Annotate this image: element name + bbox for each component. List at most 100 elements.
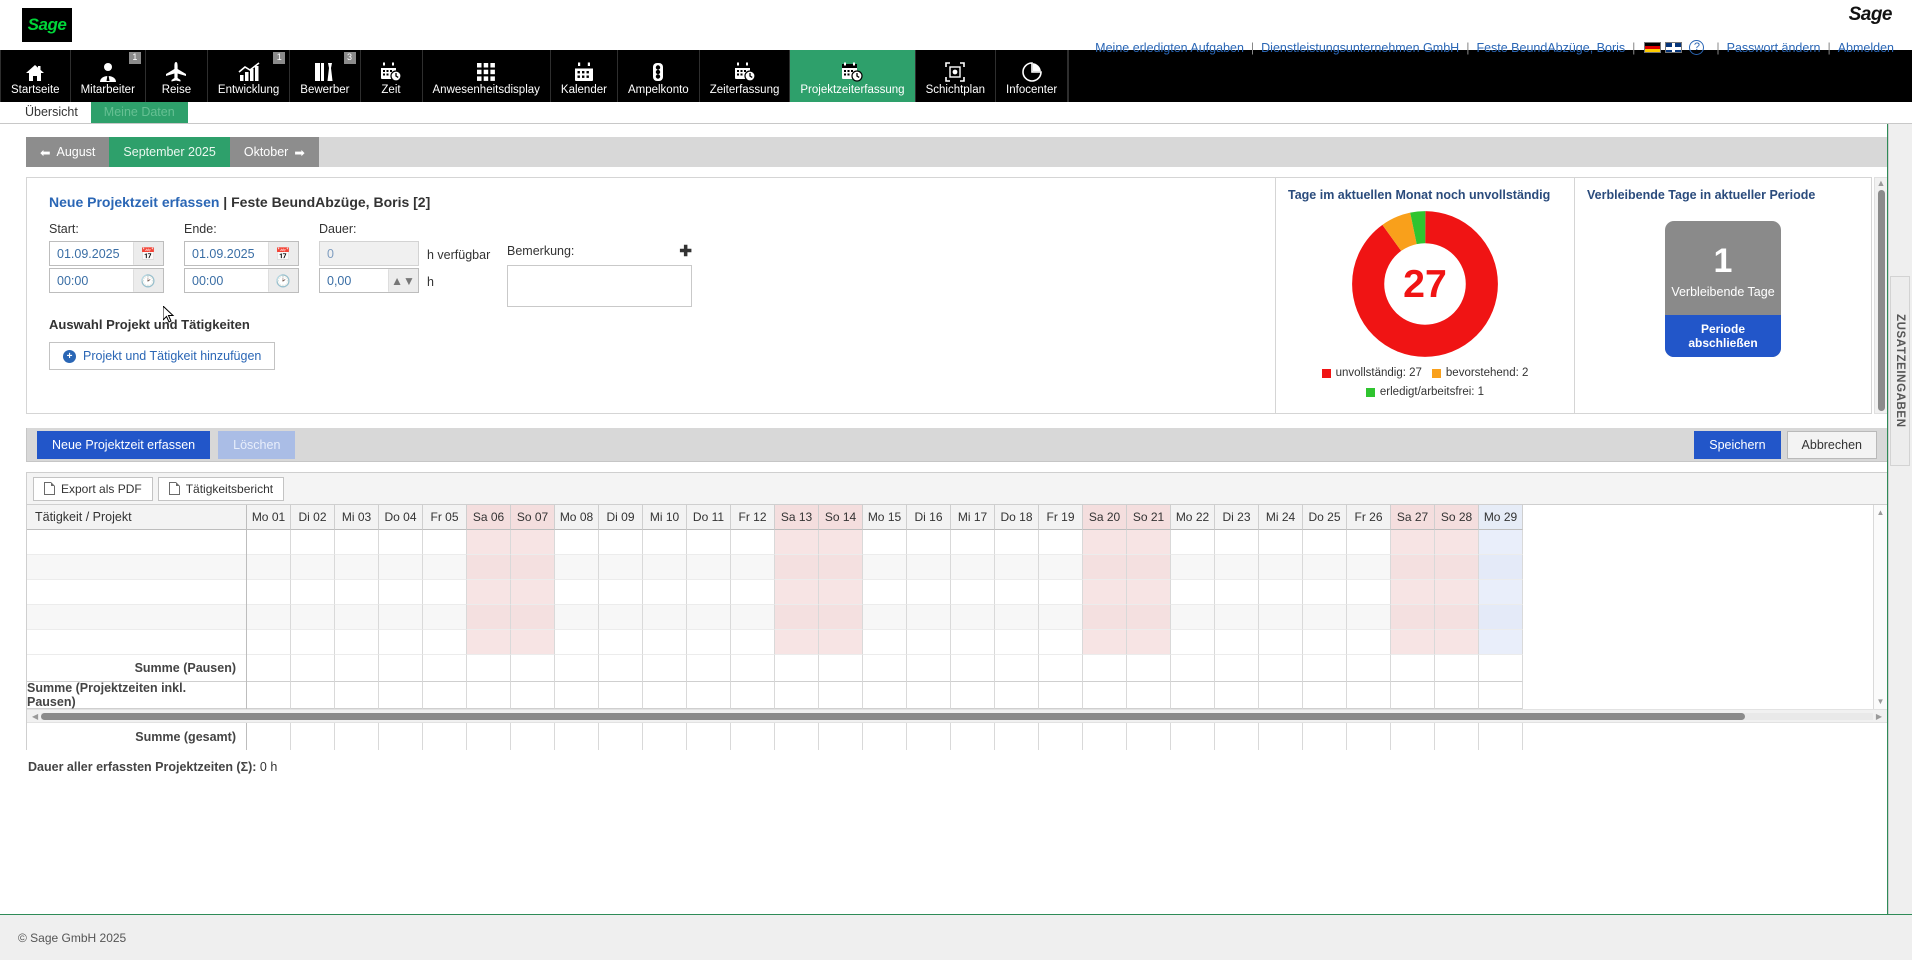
table-cell[interactable]	[247, 630, 291, 655]
table-cell[interactable]	[775, 580, 819, 605]
next-month-button[interactable]: Oktober ➡	[229, 137, 319, 167]
table-cell[interactable]	[1347, 580, 1391, 605]
table-cell[interactable]	[467, 555, 511, 580]
table-cell[interactable]	[995, 555, 1039, 580]
table-cell[interactable]	[511, 630, 555, 655]
table-cell[interactable]	[1039, 630, 1083, 655]
scroll-thumb[interactable]	[1877, 190, 1885, 411]
table-cell[interactable]	[1171, 630, 1215, 655]
table-cell[interactable]	[423, 580, 467, 605]
flag-de-icon[interactable]	[1644, 42, 1662, 53]
table-cell[interactable]	[1479, 605, 1523, 630]
calendar-icon[interactable]: 📅	[268, 242, 298, 265]
table-cell[interactable]	[511, 555, 555, 580]
scroll-down-icon[interactable]: ▼	[1876, 697, 1885, 706]
table-column-header[interactable]: Di 23	[1215, 505, 1259, 530]
table-cell[interactable]	[423, 530, 467, 555]
table-cell[interactable]	[291, 580, 335, 605]
table-cell[interactable]	[1479, 580, 1523, 605]
table-cell[interactable]	[951, 530, 995, 555]
table-cell[interactable]	[423, 630, 467, 655]
table-cell[interactable]	[951, 580, 995, 605]
table-column-header[interactable]: Mi 10	[643, 505, 687, 530]
start-date-input[interactable]: 01.09.2025 📅	[49, 241, 164, 266]
table-cell[interactable]	[1127, 605, 1171, 630]
table-cell[interactable]	[1127, 555, 1171, 580]
nav-item-schichtplan[interactable]: Schichtplan	[916, 50, 997, 102]
table-cell[interactable]	[819, 605, 863, 630]
table-cell[interactable]	[907, 530, 951, 555]
table-cell[interactable]	[643, 555, 687, 580]
table-cell[interactable]	[291, 530, 335, 555]
table-cell[interactable]	[1215, 530, 1259, 555]
add-remark-icon[interactable]: ✚	[679, 243, 692, 260]
nav-item-zeiterfassung[interactable]: Zeiterfassung	[700, 50, 791, 102]
table-cell[interactable]	[1479, 530, 1523, 555]
help-icon[interactable]: ?	[1689, 40, 1705, 55]
table-cell[interactable]	[819, 555, 863, 580]
table-column-header[interactable]: Do 18	[995, 505, 1039, 530]
table-cell[interactable]	[775, 605, 819, 630]
table-cell[interactable]	[863, 580, 907, 605]
remark-input[interactable]	[507, 265, 692, 307]
table-cell[interactable]	[1259, 630, 1303, 655]
new-project-time-link[interactable]: Neue Projektzeit erfassen	[49, 194, 220, 210]
table-cell[interactable]	[951, 555, 995, 580]
table-column-header[interactable]: Do 25	[1303, 505, 1347, 530]
hscroll-track[interactable]	[41, 712, 1873, 720]
table-cell[interactable]	[687, 580, 731, 605]
nav-item-projektzeiterfassung[interactable]: Projektzeiterfassung	[790, 50, 916, 102]
table-cell[interactable]	[819, 530, 863, 555]
panels-vertical-scrollbar[interactable]: ▲	[1874, 177, 1888, 414]
table-column-header[interactable]: Mo 29	[1479, 505, 1523, 530]
activity-report-button[interactable]: Tätigkeitsbericht	[157, 476, 285, 501]
table-cell[interactable]	[1215, 555, 1259, 580]
close-period-button[interactable]: Periode abschließen	[1665, 315, 1781, 357]
sub-tab--bersicht[interactable]: Übersicht	[25, 105, 78, 119]
table-cell[interactable]	[995, 605, 1039, 630]
table-cell[interactable]	[775, 555, 819, 580]
table-cell[interactable]	[291, 630, 335, 655]
current-month-tab[interactable]: September 2025	[109, 137, 230, 167]
table-cell[interactable]	[819, 580, 863, 605]
prev-month-button[interactable]: ⬅ August	[26, 137, 110, 167]
table-row[interactable]	[27, 555, 246, 580]
table-cell[interactable]	[775, 530, 819, 555]
nav-item-anwesenheitsdisplay[interactable]: Anwesenheitsdisplay	[423, 50, 551, 102]
table-cell[interactable]	[1347, 555, 1391, 580]
table-cell[interactable]	[1039, 605, 1083, 630]
table-cell[interactable]	[467, 630, 511, 655]
table-horizontal-scrollbar[interactable]: ◀ ▶	[27, 709, 1887, 723]
table-cell[interactable]	[335, 630, 379, 655]
calendar-icon[interactable]: 📅	[133, 242, 163, 265]
table-cell[interactable]	[687, 605, 731, 630]
table-column-header[interactable]: Mi 17	[951, 505, 995, 530]
my-completed-tasks-link[interactable]: Meine erledigten Aufgaben	[1095, 40, 1244, 55]
table-cell[interactable]	[863, 630, 907, 655]
hscroll-thumb[interactable]	[41, 712, 1745, 720]
table-cell[interactable]	[1083, 605, 1127, 630]
table-column-header[interactable]: Sa 13	[775, 505, 819, 530]
table-cell[interactable]	[1039, 555, 1083, 580]
table-column-header[interactable]: So 28	[1435, 505, 1479, 530]
table-column-header[interactable]: Fr 12	[731, 505, 775, 530]
table-cell[interactable]	[379, 580, 423, 605]
table-column-header[interactable]: Mi 03	[335, 505, 379, 530]
table-cell[interactable]	[467, 605, 511, 630]
table-column-header[interactable]: Mo 01	[247, 505, 291, 530]
table-cell[interactable]	[907, 580, 951, 605]
table-cell[interactable]	[1347, 605, 1391, 630]
table-cell[interactable]	[423, 555, 467, 580]
logout-link[interactable]: Abmelden	[1837, 40, 1894, 55]
new-project-time-button[interactable]: Neue Projektzeit erfassen	[37, 430, 211, 459]
table-column-header[interactable]: Di 09	[599, 505, 643, 530]
table-cell[interactable]	[1171, 555, 1215, 580]
table-cell[interactable]	[1083, 555, 1127, 580]
table-cell[interactable]	[467, 580, 511, 605]
table-cell[interactable]	[1303, 580, 1347, 605]
table-cell[interactable]	[247, 530, 291, 555]
table-cell[interactable]	[995, 580, 1039, 605]
table-cell[interactable]	[511, 580, 555, 605]
table-cell[interactable]	[1479, 555, 1523, 580]
table-cell[interactable]	[511, 605, 555, 630]
